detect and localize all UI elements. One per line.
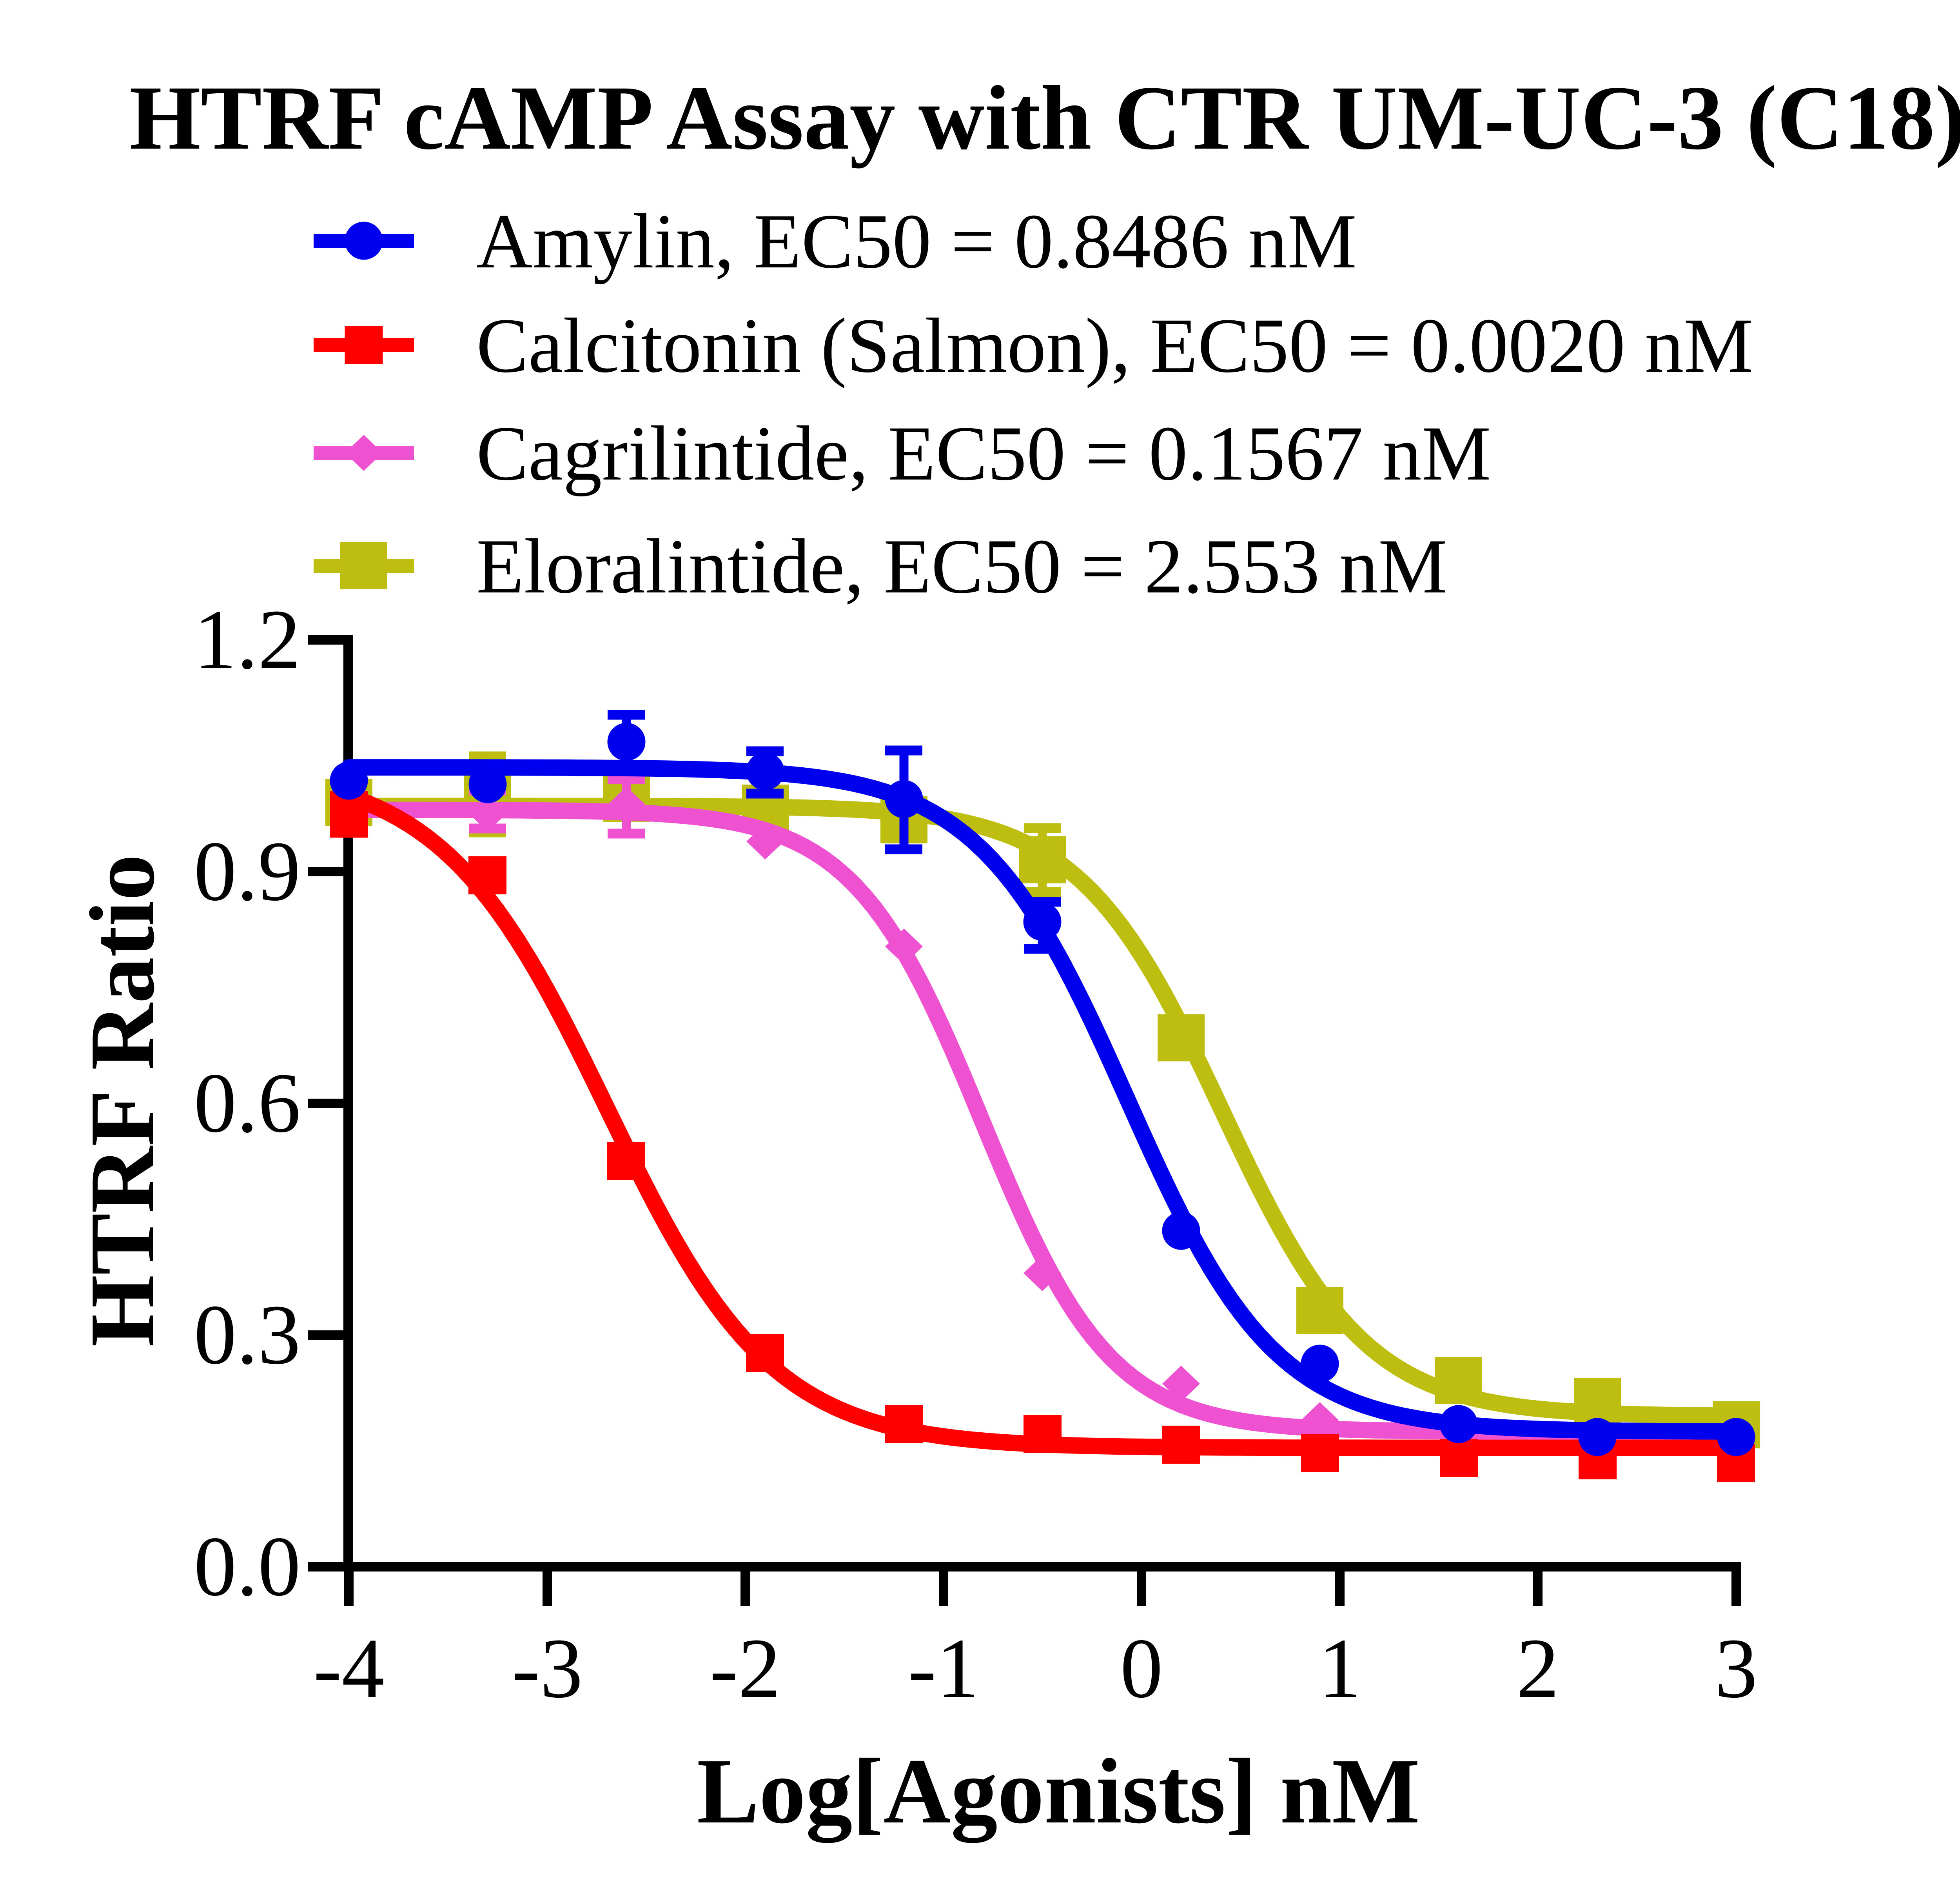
svg-text:0.3: 0.3: [194, 1288, 301, 1382]
svg-text:2: 2: [1517, 1621, 1559, 1716]
svg-text:HTRF cAMP Assay with CTR UM-UC: HTRF cAMP Assay with CTR UM-UC-3 (C18): [129, 67, 1960, 169]
svg-text:0.9: 0.9: [194, 824, 301, 919]
svg-text:0: 0: [1120, 1621, 1163, 1716]
svg-text:Calcitonin (Salmon), EC50 = 0.: Calcitonin (Salmon), EC50 = 0.0020 nM: [476, 303, 1753, 389]
svg-text:0.0: 0.0: [194, 1519, 301, 1614]
svg-text:0.6: 0.6: [194, 1056, 301, 1150]
svg-text:1: 1: [1319, 1621, 1361, 1716]
svg-text:-3: -3: [512, 1621, 583, 1716]
svg-text:Log[Agonists] nM: Log[Agonists] nM: [697, 1740, 1420, 1843]
svg-text:-1: -1: [908, 1621, 979, 1716]
svg-text:Amylin, EC50 = 0.8486 nM: Amylin, EC50 = 0.8486 nM: [476, 198, 1357, 285]
svg-text:-2: -2: [710, 1621, 781, 1716]
svg-text:Eloralintide, EC50 = 2.553 nM: Eloralintide, EC50 = 2.553 nM: [476, 523, 1448, 610]
svg-text:3: 3: [1715, 1621, 1758, 1716]
svg-text:Cagrilintide, EC50 = 0.1567 nM: Cagrilintide, EC50 = 0.1567 nM: [476, 411, 1491, 497]
svg-text:1.2: 1.2: [194, 592, 301, 687]
svg-text:-4: -4: [313, 1621, 385, 1716]
svg-text:HTRF Ratio: HTRF Ratio: [71, 854, 174, 1347]
